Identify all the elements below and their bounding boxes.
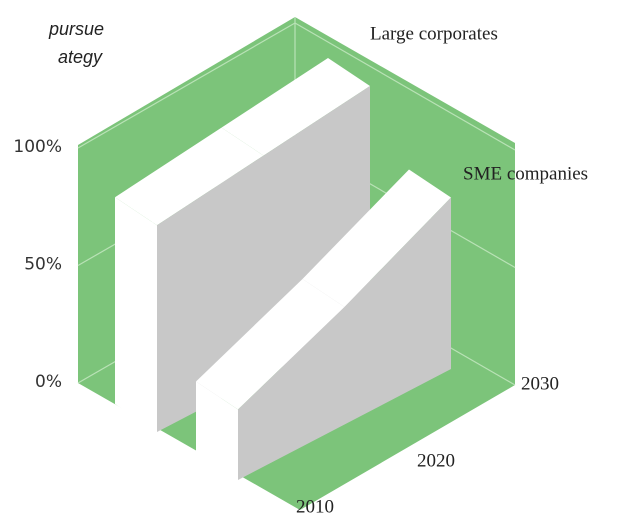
- grid-line: [77, 22, 296, 149]
- ribbon-top: [302, 169, 451, 307]
- chart-title: ategy: [58, 47, 103, 67]
- x-tick-label: 2010: [296, 496, 334, 517]
- ribbon-end: [115, 197, 157, 432]
- ribbon-top: [196, 279, 345, 410]
- ribbon-top: [115, 127, 264, 226]
- chart-title: pursue: [48, 19, 104, 39]
- legend-label: SME companies: [463, 163, 588, 184]
- ribbon-face: [238, 197, 451, 480]
- y-tick-label: 50%: [24, 255, 62, 275]
- ribbon-end: [196, 381, 238, 480]
- ribbon-top: [221, 58, 370, 156]
- y-tick-label: 0%: [35, 372, 62, 392]
- x-tick-label: 2020: [417, 450, 455, 471]
- y-tick-label: 100%: [13, 137, 62, 157]
- x-tick-label: 2030: [521, 373, 559, 394]
- grid-line: [294, 22, 516, 151]
- legend-label: Large corporates: [370, 23, 498, 44]
